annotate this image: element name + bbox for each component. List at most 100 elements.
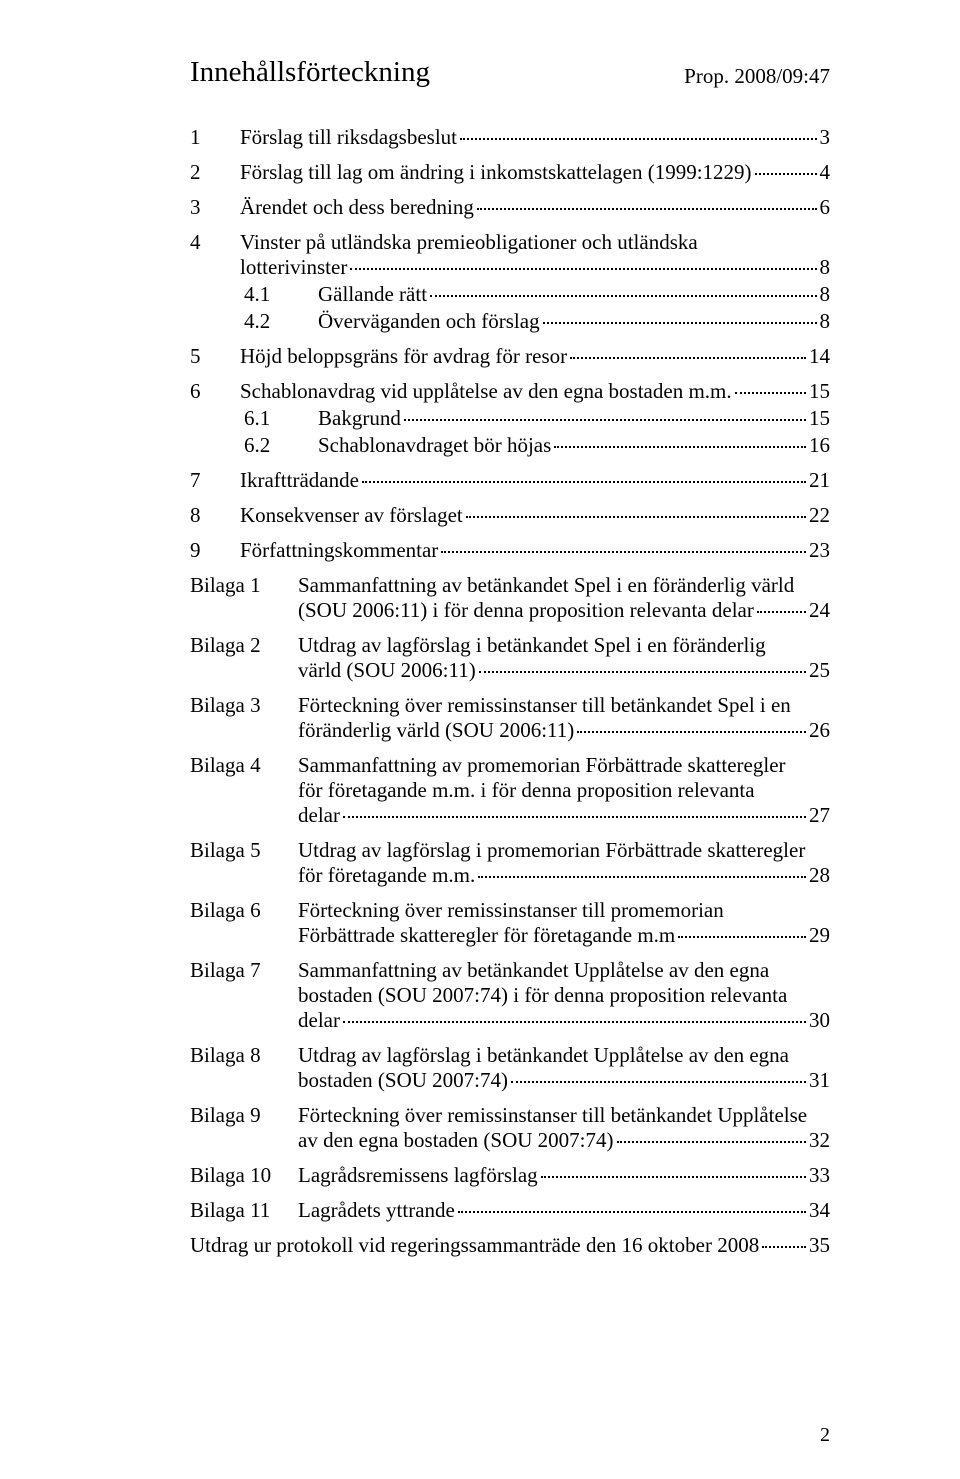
- bilaga-block: Bilaga 3Förteckning över remissinstanser…: [190, 693, 830, 743]
- toc-num: 6.1: [244, 406, 298, 431]
- bilaga-page: 34: [809, 1198, 830, 1223]
- toc-text: Förslag till lag om ändring i inkomstska…: [240, 160, 752, 185]
- leader-dots: [541, 1176, 806, 1178]
- toc-row: 3 Ärendet och dess beredning6: [190, 195, 830, 220]
- toc-line: lotterivinster8: [240, 255, 830, 280]
- bilaga-page: 33: [809, 1163, 830, 1188]
- toc-text: Gällande rätt: [318, 282, 427, 307]
- toc-text: Vinster på utländska premieobligationer …: [240, 230, 698, 255]
- toc-text: Författningskommentar: [240, 538, 438, 563]
- leader-dots: [543, 322, 817, 324]
- leader-dots: [755, 173, 817, 175]
- bilaga-num: Bilaga 9: [190, 1103, 298, 1128]
- bilaga-block: Bilaga 8Utdrag av lagförslag i betänkand…: [190, 1043, 830, 1093]
- toc-num: 7: [190, 468, 220, 493]
- toc-row: 4.1 Gällande rätt8: [190, 282, 830, 307]
- toc-row: 5Höjd beloppsgräns för avdrag för resor1…: [190, 344, 830, 369]
- toc-num: 8: [190, 503, 220, 528]
- toc-num: 4.1: [244, 282, 298, 307]
- toc-row: 6.1 Bakgrund 15: [190, 406, 830, 431]
- toc-num: 3: [190, 195, 220, 220]
- bilaga-page: 29: [809, 923, 830, 948]
- bilaga-line: för företagande m.m. i för denna proposi…: [190, 778, 830, 803]
- bilaga-num: Bilaga 11: [190, 1198, 298, 1223]
- bilaga-num: Bilaga 8: [190, 1043, 298, 1068]
- toc-label-wrap: Ärendet och dess beredning6: [240, 195, 830, 220]
- toc-label-wrap: Förslag till riksdagsbeslut 3: [240, 125, 830, 150]
- bilaga-page: 30: [809, 1008, 830, 1033]
- toc-line: Gällande rätt8: [318, 282, 830, 307]
- leader-dots: [678, 936, 806, 938]
- bilaga-text: föränderlig värld (SOU 2006:11): [298, 718, 574, 743]
- toc-label-wrap: Konsekvenser av förslaget22: [240, 503, 830, 528]
- bilaga-text: för företagande m.m. i för denna proposi…: [298, 778, 755, 803]
- page-number: 2: [820, 1424, 830, 1447]
- bilaga-page: 31: [809, 1068, 830, 1093]
- toc-page: 8: [820, 309, 831, 334]
- bilaga-line: Bilaga 7Sammanfattning av betänkandet Up…: [190, 958, 830, 983]
- toc-page: 23: [809, 538, 830, 563]
- leader-dots: [477, 208, 817, 210]
- leader-dots: [478, 876, 806, 878]
- toc-row: 6Schablonavdrag vid upplåtelse av den eg…: [190, 379, 830, 404]
- bilaga-line: Förbättrade skatteregler för företagande…: [190, 923, 830, 948]
- bilaga-num: Bilaga 1: [190, 573, 298, 598]
- bilaga-line: Bilaga 10Lagrådsremissens lagförslag33: [190, 1163, 830, 1188]
- bilaga-block: Bilaga 11Lagrådets yttrande34: [190, 1198, 830, 1223]
- bilaga-line: Bilaga 1Sammanfattning av betänkandet Sp…: [190, 573, 830, 598]
- bilaga-block: Bilaga 6Förteckning över remissinstanser…: [190, 898, 830, 948]
- toc-line: Författningskommentar 23: [240, 538, 830, 563]
- bilagor-container: Bilaga 1Sammanfattning av betänkandet Sp…: [190, 573, 830, 1223]
- toc-num: 6.2: [244, 433, 298, 458]
- bilaga-line: Bilaga 11Lagrådets yttrande34: [190, 1198, 830, 1223]
- toc-row: 8 Konsekvenser av förslaget22: [190, 503, 830, 528]
- toc-row: 6.2 Schablonavdraget bör höjas16: [190, 433, 830, 458]
- bilaga-line: bostaden (SOU 2007:74)31: [190, 1068, 830, 1093]
- bilaga-block: Bilaga 5Utdrag av lagförslag i promemori…: [190, 838, 830, 888]
- toc-text: Bakgrund: [318, 406, 401, 431]
- toc-text: Konsekvenser av förslaget: [240, 503, 463, 528]
- bilaga-block: Bilaga 7Sammanfattning av betänkandet Up…: [190, 958, 830, 1033]
- bilaga-line: Bilaga 5Utdrag av lagförslag i promemori…: [190, 838, 830, 863]
- bilaga-page: 25: [809, 658, 830, 683]
- toc-text: Förslag till riksdagsbeslut: [240, 125, 457, 150]
- page-title: Innehållsförteckning: [190, 56, 430, 89]
- toc-num: 9: [190, 538, 220, 563]
- toc-page: 8: [820, 255, 831, 280]
- toc-row: 4.2Överväganden och förslag8: [190, 309, 830, 334]
- leader-dots: [458, 1211, 806, 1213]
- toc-page: 15: [809, 406, 830, 431]
- bilaga-text: delar: [298, 803, 340, 828]
- leader-dots: [404, 419, 806, 421]
- toc-num: 6: [190, 379, 220, 404]
- toc-page: 3: [820, 125, 831, 150]
- toc-row: 1Förslag till riksdagsbeslut3: [190, 125, 830, 150]
- leader-dots: [511, 1081, 806, 1083]
- toc-label-wrap: Överväganden och förslag8: [318, 309, 830, 334]
- toc-line: Förslag till lag om ändring i inkomstska…: [240, 160, 830, 185]
- leader-dots: [617, 1141, 806, 1143]
- bilaga-text: Förteckning över remissinstanser till pr…: [298, 898, 724, 923]
- bilaga-line: Bilaga 9Förteckning över remissinstanser…: [190, 1103, 830, 1128]
- toc-text: Höjd beloppsgräns för avdrag för resor: [240, 344, 567, 369]
- bilaga-page: 24: [809, 598, 830, 623]
- leader-dots: [479, 671, 806, 673]
- leader-dots: [735, 392, 806, 394]
- leader-dots: [577, 731, 806, 733]
- leader-dots: [441, 551, 806, 553]
- bilaga-line: delar30: [190, 1008, 830, 1033]
- bilaga-line: (SOU 2006:11) i för denna proposition re…: [190, 598, 830, 623]
- header-row: Innehållsförteckning Prop. 2008/09:47: [190, 56, 830, 89]
- prop-label: Prop. 2008/09:47: [684, 64, 830, 89]
- toc-label-wrap: Gällande rätt8: [318, 282, 830, 307]
- utdrag-text: Utdrag ur protokoll vid regeringssammant…: [190, 1233, 759, 1258]
- bilaga-text: Sammanfattning av promemorian Förbättrad…: [298, 753, 786, 778]
- bilaga-text: Utdrag av lagförslag i betänkandet Upplå…: [298, 1043, 789, 1068]
- bilaga-line: för företagande m.m. 28: [190, 863, 830, 888]
- toc-label-wrap: Schablonavdraget bör höjas16: [318, 433, 830, 458]
- bilaga-page: 28: [809, 863, 830, 888]
- toc-line: Konsekvenser av förslaget22: [240, 503, 830, 528]
- leader-dots: [430, 295, 816, 297]
- toc-line: Ikraftträdande21: [240, 468, 830, 493]
- bilaga-page: 26: [809, 718, 830, 743]
